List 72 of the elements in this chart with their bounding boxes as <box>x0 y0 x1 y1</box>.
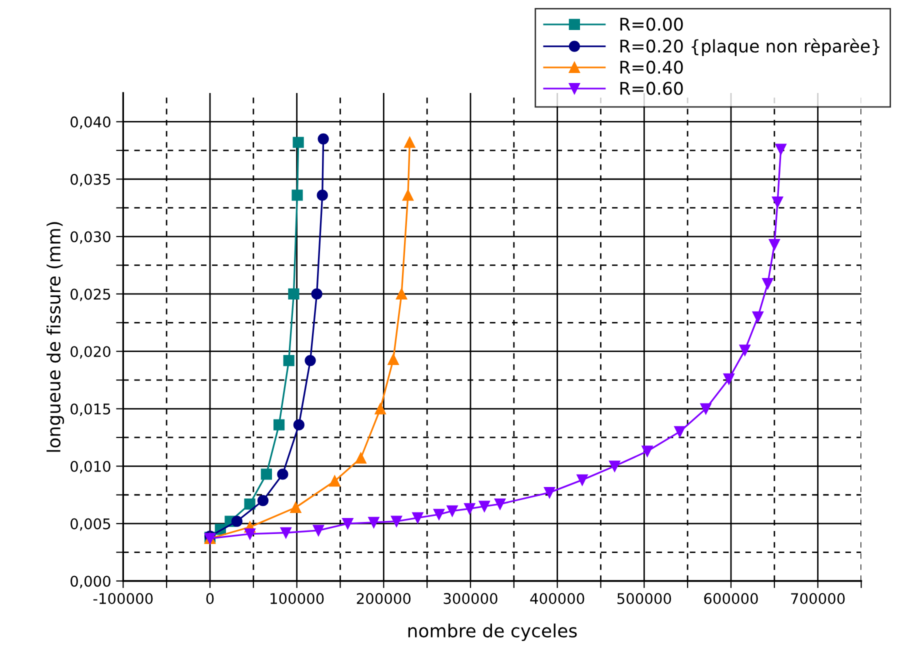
point <box>772 196 784 208</box>
point <box>293 419 304 430</box>
point <box>260 468 272 480</box>
point <box>762 278 774 290</box>
point <box>739 344 750 356</box>
point <box>478 500 490 512</box>
point <box>609 460 620 472</box>
point <box>464 503 476 514</box>
legend-label: R=0.00 <box>620 18 683 31</box>
y-tick-label: 0,005 <box>70 518 110 531</box>
point <box>280 527 292 538</box>
point <box>257 495 269 506</box>
point <box>446 505 458 516</box>
point <box>342 518 354 530</box>
point <box>433 508 445 520</box>
point <box>355 452 366 464</box>
point <box>292 190 303 201</box>
point <box>412 512 424 524</box>
y-tick-label: 0,000 <box>70 576 110 588</box>
point <box>277 468 288 480</box>
y-tick-label: 0,020 <box>70 346 110 359</box>
point <box>244 528 256 540</box>
point <box>368 516 380 528</box>
legend-label: R=0.40 <box>620 60 683 74</box>
x-tick-label: 600000 <box>704 593 758 604</box>
point <box>404 136 416 148</box>
x-tick-label: 500000 <box>617 593 672 604</box>
y-tick-label: 0,015 <box>70 403 110 416</box>
point <box>752 311 764 322</box>
point <box>329 476 340 487</box>
point <box>388 354 399 365</box>
point <box>273 419 285 430</box>
point <box>723 373 734 384</box>
point <box>775 144 786 155</box>
x-tick-label: -100000 <box>93 593 153 604</box>
point <box>312 524 324 536</box>
x-tick-label: 700000 <box>791 593 845 604</box>
x-tick-label: 0 <box>206 593 214 604</box>
x-tick-label: 200000 <box>356 593 411 604</box>
point <box>576 474 588 486</box>
y-tick-label: 0,035 <box>70 174 110 186</box>
point <box>231 516 242 527</box>
point <box>288 288 300 300</box>
point <box>290 502 302 514</box>
point <box>494 498 506 510</box>
point <box>700 403 712 414</box>
y-axis-title: longueue de fissure (mm) <box>46 222 64 452</box>
point <box>402 190 414 201</box>
legend-label: R=0.60 <box>620 82 683 95</box>
x-tick-label: 100000 <box>270 593 324 604</box>
point <box>311 288 322 300</box>
point <box>390 516 402 527</box>
y-tick-label: 0,025 <box>70 288 110 302</box>
point <box>642 446 653 457</box>
point <box>316 190 328 201</box>
y-tick-label: 0,030 <box>70 231 110 244</box>
x-tick-label: 300000 <box>444 593 498 604</box>
point <box>396 288 408 300</box>
x-tick-label: 400000 <box>530 593 584 604</box>
y-tick-label: 0,040 <box>70 116 110 129</box>
point <box>283 354 294 366</box>
point <box>244 498 256 510</box>
point <box>318 133 329 144</box>
point <box>544 487 556 498</box>
y-tick-label: 0,010 <box>70 460 110 474</box>
legend-label: R=0.20 {plaque non rèparèe} <box>620 38 880 56</box>
point <box>674 426 686 438</box>
point <box>768 239 780 250</box>
point <box>304 354 316 366</box>
point <box>374 403 386 414</box>
point <box>292 136 304 148</box>
x-axis-title: nombre de cyceles <box>408 624 577 642</box>
